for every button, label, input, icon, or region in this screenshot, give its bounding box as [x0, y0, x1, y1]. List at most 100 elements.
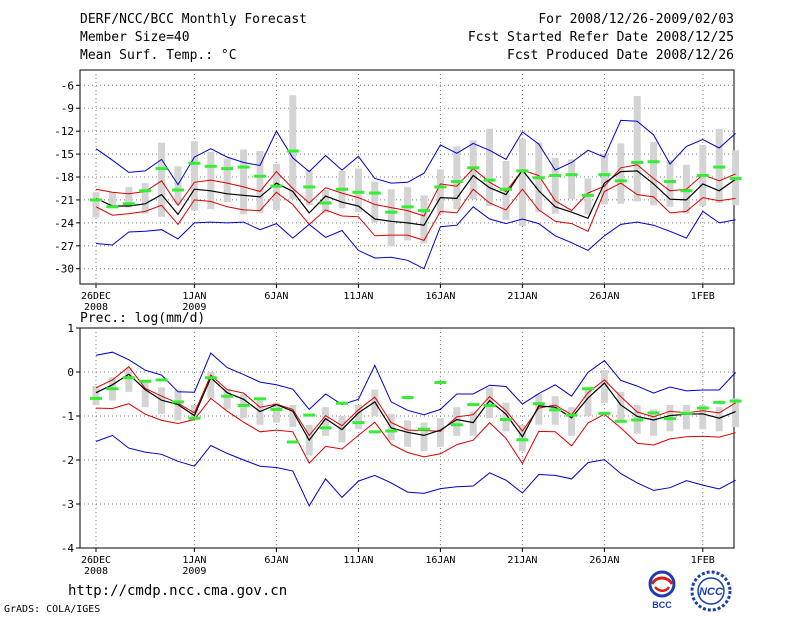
temp-xtick-label: 16JAN [425, 291, 455, 302]
temp-ytick-label: -9 [61, 102, 74, 115]
temp-xtick-label: 21JAN [507, 291, 537, 302]
prec-xtick-label: 16JAN [425, 555, 455, 566]
prec-ytick-label: -4 [61, 542, 75, 555]
temp-spread-box [92, 192, 100, 218]
temp-spread-box [141, 183, 149, 214]
temp-spread-box [518, 138, 526, 226]
prec-panel-title: Prec.: log(mm/d) [80, 311, 205, 326]
prec-max-line [95, 351, 736, 416]
prec-spread-box [699, 405, 707, 430]
temp-spread-box [650, 141, 658, 206]
prec-ytick-label: -2 [61, 454, 74, 467]
prec-xtick-label: 26DEC [81, 555, 111, 566]
prec-xtick-label: 6JAN [264, 555, 288, 566]
forecast-start-date-label: Fcst Started Refer Date 2008/12/25 [467, 30, 734, 45]
prec-spread-box [322, 407, 330, 436]
prec-spread-box [568, 407, 576, 436]
temp-xtick-label: 26DEC [81, 291, 111, 302]
prec-spread-box [223, 388, 231, 410]
temp-ytick-label: -12 [54, 125, 74, 138]
ncc-logo-icon: NCC [690, 570, 732, 612]
temp-spread-box [108, 192, 116, 206]
temp-spread-box [322, 189, 330, 213]
prec-lower-line [95, 397, 736, 465]
temp-lower-line [95, 182, 736, 242]
temp-ytick-label: -21 [54, 194, 74, 207]
temp-spread-box [125, 186, 133, 208]
prec-spread-box [617, 391, 625, 423]
bcc-logo: BCC [640, 570, 684, 610]
prec-spread-box [732, 398, 740, 427]
prec-spread-box [436, 418, 444, 447]
source-url-link[interactable]: http://cmdp.ncc.cma.gov.cn [68, 583, 288, 599]
temp-ytick-label: -6 [61, 79, 74, 92]
prec-spread-box [715, 407, 723, 432]
temp-spread-box [190, 141, 198, 211]
prec-spread-box [584, 387, 592, 416]
prec-xtick-label: 11JAN [343, 555, 373, 566]
prec-spread-box [272, 402, 280, 423]
prec-xtick-label: 1FEB [691, 555, 715, 566]
prec-spread-box [404, 420, 412, 447]
prec-xtick-label: 1JAN [182, 555, 206, 566]
bcc-logo-text: BCC [652, 600, 672, 610]
prec-spread-box [256, 400, 264, 425]
prec-ytick-label: -1 [61, 410, 74, 423]
prec-xtick-label: 21JAN [507, 555, 537, 566]
temp-spread-box [420, 195, 428, 244]
temp-spread-box [469, 140, 477, 200]
temp-spread-box [404, 186, 412, 241]
prec-spread-box [453, 407, 461, 436]
temp-ytick-label: -30 [54, 263, 74, 276]
temp-max-line [95, 119, 736, 186]
prec-frame [79, 327, 735, 549]
prec-spread-box [92, 386, 100, 405]
prec-upper-line [95, 365, 736, 437]
temp-xtick-label: 6JAN [264, 291, 288, 302]
temp-spread-box [387, 189, 395, 247]
temp-spread-box [453, 146, 461, 210]
ncc-logo-text: NCC [699, 586, 724, 598]
prec-spread-box [650, 409, 658, 436]
temp-ytick-label: -27 [54, 240, 74, 253]
temp-spread-box [617, 143, 625, 204]
temp-spread-box [568, 159, 576, 200]
temp-xtick-year-label: 2009 [182, 302, 206, 313]
temp-spread-box [354, 168, 362, 213]
temp-xtick-label: 26JAN [589, 291, 619, 302]
prec-xtick-label: 26JAN [589, 555, 619, 566]
prec-ytick-label: -3 [61, 498, 74, 511]
prec-spread-box [600, 369, 608, 403]
temp-spread-box [551, 157, 559, 214]
ncc-logo: NCC [688, 570, 734, 612]
member-size-label: Member Size=40 [80, 30, 190, 45]
temp-spread-box [633, 95, 641, 202]
temp-min-line [95, 206, 736, 270]
temp-xtick-year-label: 2008 [84, 302, 108, 313]
prec-spread-box [141, 381, 149, 408]
temp-spread-box [436, 169, 444, 214]
variable-label: Mean Surf. Temp.: °C [80, 48, 237, 63]
prec-mean-line [95, 373, 736, 442]
prec-spread-box [354, 405, 362, 430]
temp-ytick-label: -18 [54, 171, 74, 184]
prec-ytick-label: 1 [67, 322, 74, 335]
prec-min-line [95, 434, 736, 507]
prec-spread-box [125, 367, 133, 392]
temp-spread-box [158, 142, 166, 217]
forecast-produced-date-label: Fcst Produced Date 2008/12/26 [507, 48, 734, 63]
prec-spread-box [469, 411, 477, 436]
temp-ytick-label: -24 [54, 217, 74, 230]
prec-spread-box [502, 402, 510, 432]
chart-title: DERF/NCC/BCC Monthly Forecast [80, 12, 307, 27]
prec-spread-box [486, 387, 494, 419]
prec-spread-box [518, 424, 526, 452]
prec-ytick-label: 0 [67, 366, 74, 379]
temp-spread-box [289, 95, 297, 200]
temp-mean-line [95, 169, 736, 226]
prec-spread-box [535, 394, 543, 425]
prec-spread-box [289, 405, 297, 427]
temp-ytick-label: -15 [54, 148, 74, 161]
